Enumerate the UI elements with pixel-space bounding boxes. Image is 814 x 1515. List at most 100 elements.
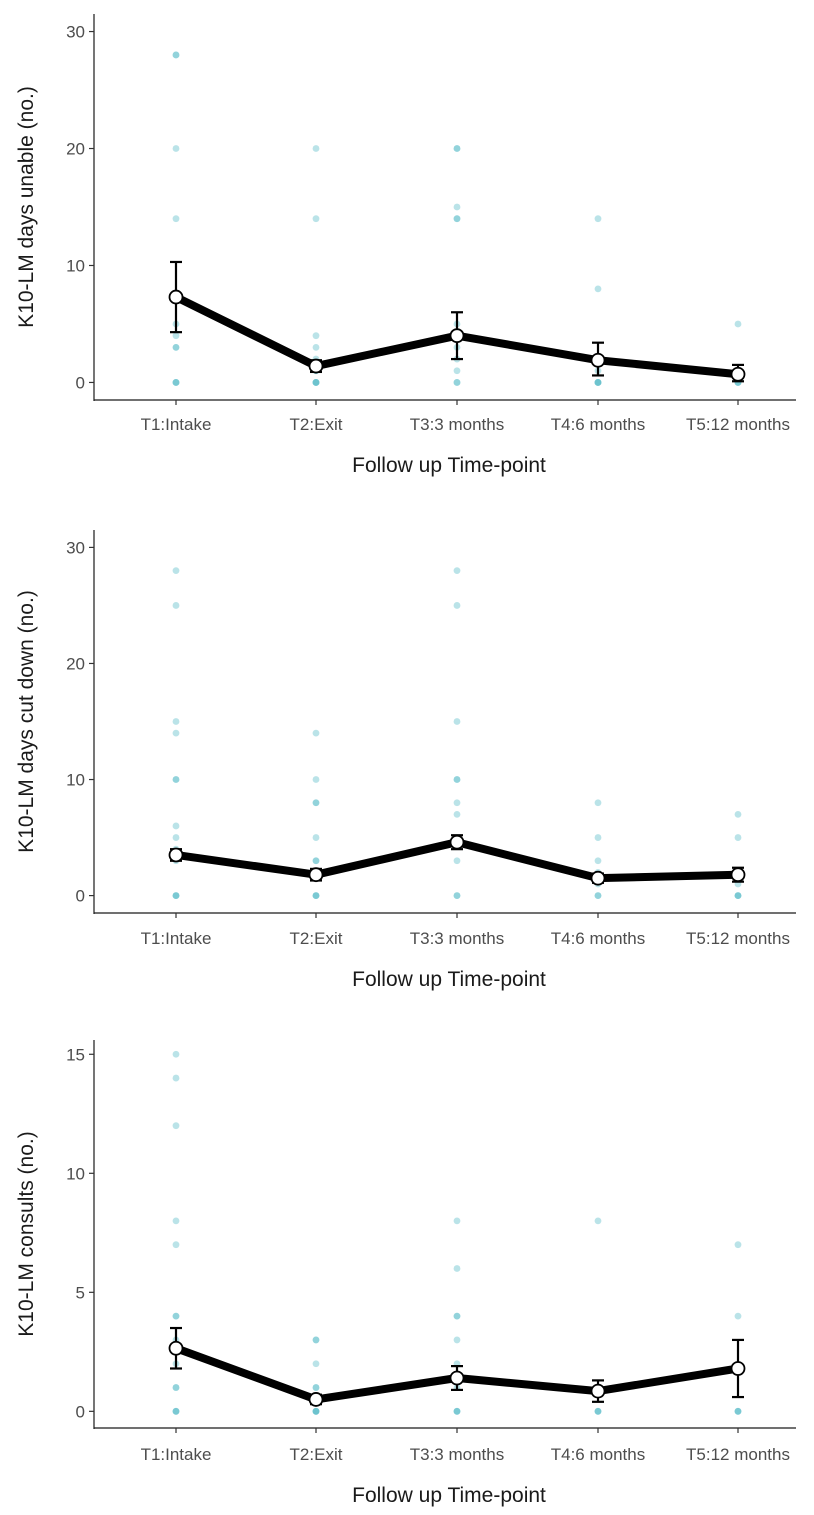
data-point [595, 285, 602, 292]
data-point [173, 776, 180, 783]
raw-points [173, 1051, 742, 1415]
data-point [735, 834, 742, 841]
data-point [173, 1313, 180, 1320]
data-point [173, 145, 180, 152]
data-point [313, 1360, 320, 1367]
data-point [595, 379, 602, 386]
data-point [454, 204, 461, 211]
mean-marker [451, 1372, 464, 1385]
data-point [173, 1122, 180, 1129]
data-point [313, 215, 320, 222]
data-point [454, 811, 461, 818]
x-tick-label: T2:Exit [290, 415, 343, 434]
x-tick-label: T1:Intake [141, 1445, 212, 1464]
y-axis-title: K10-LM days cut down (no.) [15, 590, 38, 853]
mean-marker [732, 1362, 745, 1375]
x-tick-label: T3:3 months [410, 415, 505, 434]
data-point [595, 1218, 602, 1225]
data-point [313, 344, 320, 351]
y-tick-label: 20 [66, 654, 85, 673]
mean-marker [592, 354, 605, 367]
data-point [173, 379, 180, 386]
data-point [173, 602, 180, 609]
data-point [735, 321, 742, 328]
x-tick-label: T5:12 months [686, 1445, 790, 1464]
x-tick-label: T3:3 months [410, 1445, 505, 1464]
data-point [595, 892, 602, 899]
x-tick-label: T4:6 months [551, 415, 646, 434]
data-point [595, 1408, 602, 1415]
data-point [173, 52, 180, 59]
mean-marker [592, 1385, 605, 1398]
data-point [595, 799, 602, 806]
data-point [173, 718, 180, 725]
data-point [454, 1218, 461, 1225]
data-point [173, 332, 180, 339]
mean-marker [451, 329, 464, 342]
data-point [173, 730, 180, 737]
data-point [313, 1408, 320, 1415]
data-point [173, 1241, 180, 1248]
data-point [454, 1265, 461, 1272]
data-point [173, 1051, 180, 1058]
data-point [454, 857, 461, 864]
data-point [173, 567, 180, 574]
panel-days-cut-down: 0102030T1:Intake T2:Exit T3:3 months T4:6 m… [15, 530, 796, 991]
data-point [454, 215, 461, 222]
x-tick-label: T1:Intake [141, 415, 212, 434]
y-tick-label: 10 [66, 771, 85, 790]
data-point [454, 602, 461, 609]
mean-marker [732, 368, 745, 381]
data-point [173, 823, 180, 830]
x-tick-label: T2:Exit [290, 929, 343, 948]
data-point [735, 892, 742, 899]
data-point [735, 811, 742, 818]
data-point [454, 718, 461, 725]
data-point [313, 857, 320, 864]
data-point [313, 145, 320, 152]
x-tick-label: T4:6 months [551, 1445, 646, 1464]
x-tick-label: T5:12 months [686, 415, 790, 434]
y-tick-label: 0 [76, 1402, 85, 1421]
data-point [313, 1384, 320, 1391]
data-point [173, 834, 180, 841]
data-point [454, 145, 461, 152]
x-axis-title: Follow up Time-point [352, 454, 546, 477]
data-point [173, 215, 180, 222]
data-point [454, 799, 461, 806]
data-point [454, 379, 461, 386]
y-axis-title: K10-LM consults (no.) [15, 1131, 38, 1336]
x-tick-label: T3:3 months [410, 929, 505, 948]
mean-marker [170, 1342, 183, 1355]
data-point [735, 1408, 742, 1415]
data-point [454, 776, 461, 783]
data-point [454, 367, 461, 374]
data-point [595, 215, 602, 222]
data-point [454, 892, 461, 899]
mean-marker [310, 868, 323, 881]
mean-marker [170, 848, 183, 861]
data-point [595, 834, 602, 841]
y-tick-label: 30 [66, 538, 85, 557]
mean-marker [592, 872, 605, 885]
data-point [173, 1408, 180, 1415]
x-tick-label: T5:12 months [686, 929, 790, 948]
data-point [313, 730, 320, 737]
mean-marker [170, 291, 183, 304]
x-tick-label: T2:Exit [290, 1445, 343, 1464]
y-tick-label: 20 [66, 140, 85, 159]
data-point [313, 379, 320, 386]
y-tick-label: 10 [66, 256, 85, 275]
y-tick-label: 10 [66, 1164, 85, 1183]
x-tick-label: T4:6 months [551, 929, 646, 948]
mean-marker [451, 836, 464, 849]
mean-marker [310, 1393, 323, 1406]
data-point [313, 1337, 320, 1344]
data-point [454, 567, 461, 574]
data-point [313, 834, 320, 841]
data-point [454, 1337, 461, 1344]
data-point [735, 1313, 742, 1320]
data-point [313, 799, 320, 806]
data-point [595, 857, 602, 864]
data-point [454, 1408, 461, 1415]
